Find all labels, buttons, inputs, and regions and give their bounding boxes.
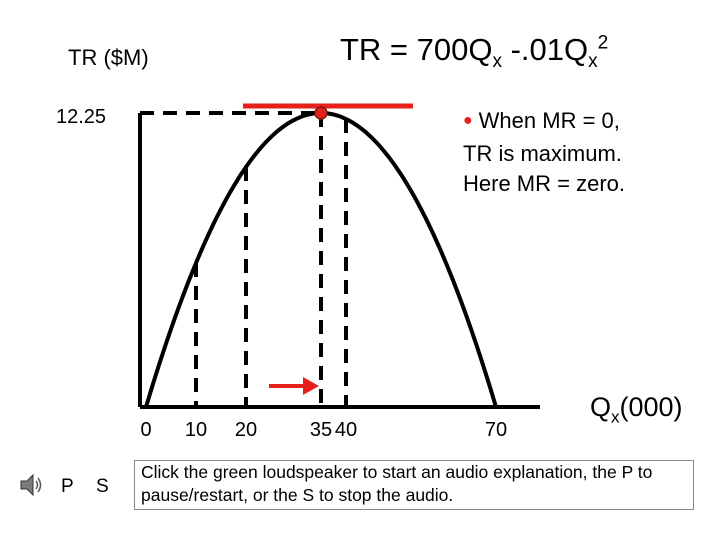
pause-button[interactable]: P: [61, 476, 74, 497]
x-tick-label: 40: [335, 419, 357, 441]
arrow-to-35: [269, 377, 319, 395]
x-tick-label: 10: [185, 419, 207, 441]
tr-equation: TR = 700Qx -.01Qx2: [340, 32, 609, 73]
audio-instructions: Click the green loudspeaker to start an …: [134, 460, 694, 510]
x-tick-label: 0: [140, 419, 151, 441]
max-point-marker: [314, 106, 328, 120]
chart: 0 10 20 35 40 70 12.25: [56, 103, 540, 441]
y-tick-label: 12.25: [56, 106, 106, 128]
mr-zero-note: ● When MR = 0, TR is maximum. Here MR = z…: [463, 108, 625, 196]
x-tick-label: 35: [310, 419, 332, 441]
x-tick-label: 20: [235, 419, 257, 441]
loudspeaker-icon[interactable]: [18, 472, 44, 498]
x-axis-title: Qx(000): [590, 392, 683, 427]
x-tick-label: 70: [485, 419, 507, 441]
bullet-icon: ●: [463, 112, 473, 129]
stop-button[interactable]: S: [96, 476, 109, 497]
y-axis-title: TR ($M): [68, 45, 149, 70]
